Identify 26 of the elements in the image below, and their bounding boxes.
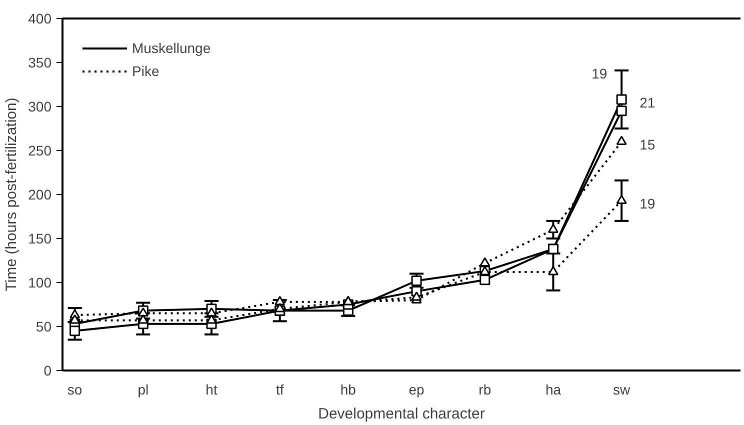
y-tick-label: 400	[28, 10, 52, 26]
y-tick-label: 100	[28, 274, 52, 290]
x-tick-label: pl	[138, 382, 149, 398]
y-tick-label: 0	[44, 362, 52, 378]
y-tick-label: 300	[28, 98, 52, 114]
legend-label: Muskellunge	[132, 40, 211, 56]
x-tick-label: ht	[206, 382, 218, 398]
legend-label: Pike	[132, 63, 160, 79]
annotation: 19	[592, 65, 608, 82]
y-tick-label: 200	[28, 186, 52, 202]
x-tick-label: tf	[276, 382, 284, 398]
x-tick-label: ha	[545, 382, 562, 398]
y-tick-label: 150	[28, 230, 52, 246]
x-tick-label: sw	[613, 382, 632, 398]
annotation: 15	[640, 136, 656, 153]
y-tick-label: 250	[28, 142, 52, 158]
y-axis-title: Time (hours post-fertilization)	[3, 98, 20, 292]
y-tick-label: 350	[28, 54, 52, 70]
x-tick-label: rb	[478, 382, 492, 398]
x-tick-label: ep	[408, 382, 425, 398]
annotation: 19	[640, 196, 656, 212]
x-tick-label: so	[67, 382, 82, 398]
x-axis-title: Developmental character	[318, 406, 485, 422]
x-tick-label: hb	[340, 382, 356, 398]
y-tick-label: 50	[36, 318, 52, 334]
annotation: 21	[640, 94, 656, 110]
